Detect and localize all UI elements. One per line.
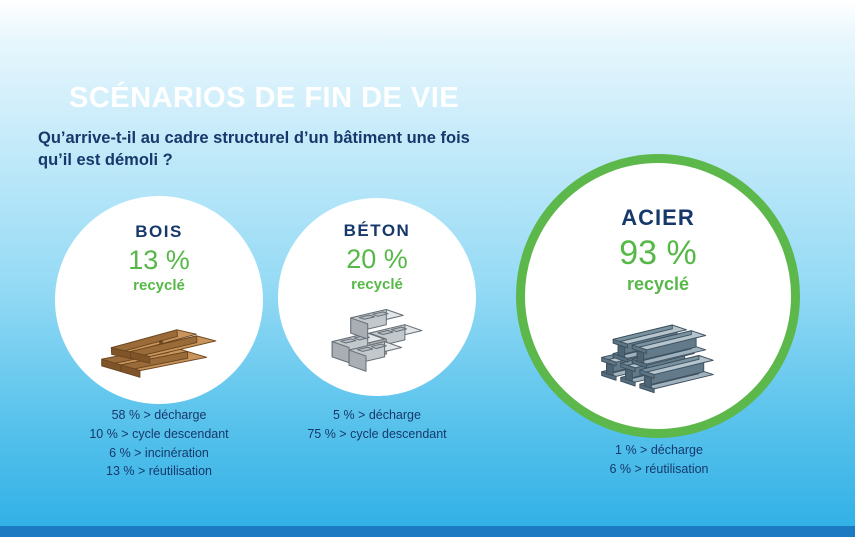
detail-line: 10 % > cycle descendant [89, 426, 229, 441]
material-circle-beton: BÉTON 20 % recyclé [278, 198, 476, 396]
material-recycled-label-beton: recyclé [351, 276, 403, 293]
detail-line: 6 % > incinération [109, 445, 209, 460]
material-percent-bois: 13 % [128, 245, 190, 275]
detail-line: 6 % > réutilisation [609, 461, 709, 476]
detail-line: 75 % > cycle descendant [307, 426, 447, 441]
material-name-acier: ACIER [621, 205, 695, 230]
material-details-bois: 58 % > décharge 10 % > cycle descendant … [39, 406, 279, 481]
material-circle-bois: BOIS 13 % recyclé [55, 196, 263, 404]
steel-beams-svg [601, 324, 714, 394]
material-recycled-label-bois: recyclé [133, 277, 185, 294]
concrete-blocks-svg [331, 308, 423, 372]
subtitle: Qu’arrive-t-il au cadre structurel d’un … [38, 129, 470, 169]
material-details-beton: 5 % > décharge 75 % > cycle descendant [257, 406, 497, 444]
footer-bar [0, 526, 855, 537]
detail-line: 58 % > décharge [111, 408, 207, 422]
detail-line: 13 % > réutilisation [106, 464, 212, 479]
page-title: SCÉNARIOS DE FIN DE VIE [69, 82, 460, 114]
material-circle-acier: ACIER 93 % recyclé [516, 154, 800, 438]
wood-planks-icon [98, 302, 220, 382]
detail-line: 1 % > décharge [615, 443, 703, 457]
detail-line: 5 % > décharge [333, 408, 421, 422]
material-percent-acier: 93 % [619, 234, 697, 272]
steel-beams-icon [577, 303, 739, 412]
material-name-beton: BÉTON [343, 221, 411, 240]
material-percent-beton: 20 % [346, 244, 408, 274]
material-name-bois: BOIS [135, 222, 183, 241]
material-recycled-label-acier: recyclé [626, 274, 690, 294]
wood-planks-svg [101, 327, 218, 378]
concrete-blocks-icon [322, 301, 432, 379]
material-details-acier: 1 % > décharge 6 % > réutilisation [538, 441, 780, 479]
